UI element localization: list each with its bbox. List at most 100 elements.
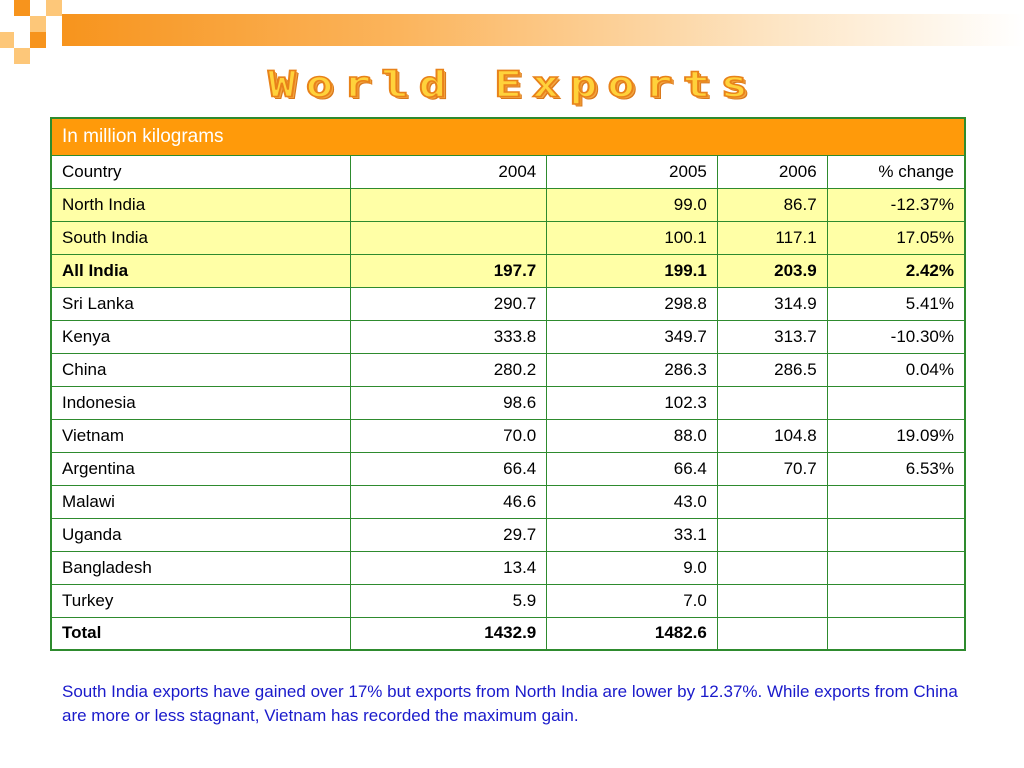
cell-2006: 104.8 xyxy=(716,418,828,453)
cell-country: Turkey xyxy=(50,583,351,618)
header-2006: 2006 xyxy=(716,154,828,189)
cell-2004 xyxy=(349,220,548,255)
cell-2006: 314.9 xyxy=(716,286,828,321)
decorative-square xyxy=(14,0,30,16)
cell-2004: 290.7 xyxy=(349,286,548,321)
header-2005: 2005 xyxy=(546,154,718,189)
cell-country: China xyxy=(50,352,351,387)
cell-2005: 298.8 xyxy=(546,286,718,321)
cell-2005: 88.0 xyxy=(546,418,718,453)
header-2004: 2004 xyxy=(349,154,548,189)
decorative-square xyxy=(30,32,46,48)
cell-2006 xyxy=(716,616,828,651)
table-row: Vietnam 70.0 88.0 104.8 19.09% xyxy=(50,418,966,453)
cell-2006 xyxy=(716,385,828,420)
header-row: Country 2004 2005 2006 % change xyxy=(50,154,966,189)
cell-country: All India xyxy=(50,253,351,288)
cell-2004: 46.6 xyxy=(349,484,548,519)
table-row: Total 1432.9 1482.6 xyxy=(50,616,966,651)
cell-2006: 313.7 xyxy=(716,319,828,354)
cell-2004: 280.2 xyxy=(349,352,548,387)
cell-2006 xyxy=(716,550,828,585)
decorative-square xyxy=(0,32,14,48)
cell-2004: 13.4 xyxy=(349,550,548,585)
table-row: Kenya 333.8 349.7 313.7 -10.30% xyxy=(50,319,966,354)
cell-change: 5.41% xyxy=(826,286,966,321)
cell-change: 19.09% xyxy=(826,418,966,453)
cell-2006 xyxy=(716,583,828,618)
table-row: Argentina 66.4 66.4 70.7 6.53% xyxy=(50,451,966,486)
cell-change xyxy=(826,385,966,420)
cell-change: 0.04% xyxy=(826,352,966,387)
cell-change xyxy=(826,484,966,519)
cell-2005: 43.0 xyxy=(546,484,718,519)
cell-change xyxy=(826,583,966,618)
cell-change: 2.42% xyxy=(826,253,966,288)
cell-2004: 66.4 xyxy=(349,451,548,486)
cell-country: Total xyxy=(50,616,351,651)
cell-country: Bangladesh xyxy=(50,550,351,585)
cell-2004: 1432.9 xyxy=(349,616,548,651)
cell-2005: 66.4 xyxy=(546,451,718,486)
table-row: China 280.2 286.3 286.5 0.04% xyxy=(50,352,966,387)
cell-2004: 29.7 xyxy=(349,517,548,552)
cell-change: 17.05% xyxy=(826,220,966,255)
cell-2006: 203.9 xyxy=(716,253,828,288)
cell-2005: 102.3 xyxy=(546,385,718,420)
decorative-square xyxy=(14,48,30,64)
table-row: Bangladesh 13.4 9.0 xyxy=(50,550,966,585)
unit-label: In million kilograms xyxy=(50,117,966,156)
header-country: Country xyxy=(50,154,351,189)
cell-2006: 86.7 xyxy=(716,187,828,222)
cell-change xyxy=(826,517,966,552)
cell-2006: 117.1 xyxy=(716,220,828,255)
cell-country: Vietnam xyxy=(50,418,351,453)
cell-change xyxy=(826,550,966,585)
slide-title: World Exports xyxy=(267,62,759,106)
cell-2006: 286.5 xyxy=(716,352,828,387)
cell-2004: 5.9 xyxy=(349,583,548,618)
summary-note: South India exports have gained over 17%… xyxy=(62,682,958,725)
exports-table: In million kilograms Country 2004 2005 2… xyxy=(50,117,966,651)
cell-2004: 98.6 xyxy=(349,385,548,420)
cell-2004 xyxy=(349,187,548,222)
cell-country: North India xyxy=(50,187,351,222)
cell-2006 xyxy=(716,517,828,552)
cell-2005: 349.7 xyxy=(546,319,718,354)
cell-country: Argentina xyxy=(50,451,351,486)
cell-country: South India xyxy=(50,220,351,255)
cell-2005: 1482.6 xyxy=(546,616,718,651)
header-change: % change xyxy=(826,154,966,189)
table-row: South India 100.1 117.1 17.05% xyxy=(50,220,966,255)
cell-country: Sri Lanka xyxy=(50,286,351,321)
cell-2005: 286.3 xyxy=(546,352,718,387)
cell-2005: 7.0 xyxy=(546,583,718,618)
header-gradient-bar xyxy=(62,14,1024,46)
unit-row: In million kilograms xyxy=(50,117,966,156)
cell-country: Malawi xyxy=(50,484,351,519)
cell-2004: 70.0 xyxy=(349,418,548,453)
cell-country: Uganda xyxy=(50,517,351,552)
table-row: North India 99.0 86.7 -12.37% xyxy=(50,187,966,222)
cell-2006: 70.7 xyxy=(716,451,828,486)
table-row: Sri Lanka 290.7 298.8 314.9 5.41% xyxy=(50,286,966,321)
decorative-square xyxy=(30,16,46,32)
table-row: Indonesia 98.6 102.3 xyxy=(50,385,966,420)
cell-country: Kenya xyxy=(50,319,351,354)
table-row: Turkey 5.9 7.0 xyxy=(50,583,966,618)
table-row: Malawi 46.6 43.0 xyxy=(50,484,966,519)
cell-2005: 99.0 xyxy=(546,187,718,222)
cell-change: 6.53% xyxy=(826,451,966,486)
cell-2005: 100.1 xyxy=(546,220,718,255)
cell-2005: 199.1 xyxy=(546,253,718,288)
cell-change: -12.37% xyxy=(826,187,966,222)
decorative-square xyxy=(46,0,62,16)
table-row: Uganda 29.7 33.1 xyxy=(50,517,966,552)
cell-2005: 33.1 xyxy=(546,517,718,552)
cell-change: -10.30% xyxy=(826,319,966,354)
table-row: All India 197.7 199.1 203.9 2.42% xyxy=(50,253,966,288)
cell-2006 xyxy=(716,484,828,519)
cell-change xyxy=(826,616,966,651)
cell-country: Indonesia xyxy=(50,385,351,420)
cell-2004: 333.8 xyxy=(349,319,548,354)
